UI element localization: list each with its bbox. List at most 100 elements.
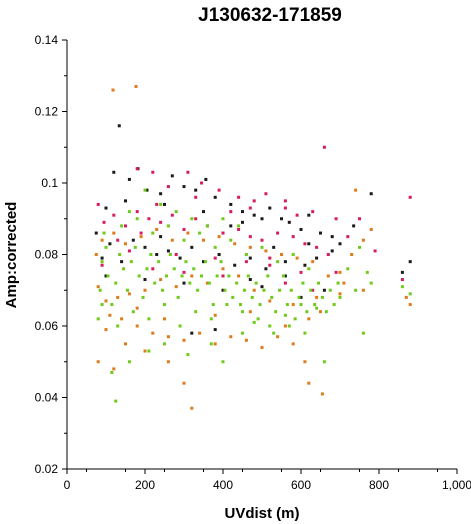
data-point bbox=[168, 253, 172, 256]
data-point bbox=[229, 202, 233, 206]
data-point bbox=[143, 349, 147, 353]
data-point bbox=[244, 253, 248, 256]
data-point bbox=[198, 231, 202, 235]
chart-title: J130632-171859 bbox=[198, 5, 342, 26]
data-point bbox=[361, 288, 365, 292]
data-point bbox=[289, 288, 293, 292]
data-point bbox=[283, 324, 287, 328]
data-point bbox=[334, 217, 338, 221]
data-point bbox=[131, 310, 135, 314]
data-point bbox=[100, 238, 104, 242]
data-point bbox=[108, 313, 112, 317]
data-point bbox=[264, 249, 268, 253]
data-point bbox=[114, 281, 118, 285]
data-point bbox=[221, 217, 225, 221]
data-point bbox=[317, 281, 321, 285]
data-point bbox=[166, 335, 170, 339]
data-point bbox=[145, 188, 149, 192]
data-point bbox=[237, 274, 241, 278]
data-point bbox=[153, 281, 157, 285]
data-point bbox=[96, 285, 100, 289]
data-point bbox=[120, 260, 124, 264]
data-point bbox=[322, 360, 326, 364]
data-point bbox=[202, 238, 205, 242]
data-point bbox=[307, 317, 311, 321]
data-point bbox=[147, 349, 151, 353]
x-axis-label: UVdist (m) bbox=[225, 505, 300, 522]
data-point bbox=[319, 231, 322, 235]
data-point bbox=[305, 310, 309, 314]
data-point bbox=[96, 317, 100, 321]
data-point bbox=[221, 274, 225, 278]
data-point bbox=[307, 381, 311, 385]
data-point bbox=[213, 342, 217, 346]
data-point bbox=[182, 338, 186, 342]
data-point bbox=[112, 170, 116, 174]
data-point bbox=[135, 167, 139, 171]
data-point bbox=[252, 288, 256, 292]
data-point bbox=[280, 217, 283, 221]
data-point bbox=[346, 235, 350, 239]
data-point bbox=[117, 124, 121, 128]
data-point bbox=[221, 288, 225, 292]
data-point bbox=[184, 260, 188, 264]
data-point bbox=[205, 224, 209, 228]
data-point bbox=[307, 267, 311, 271]
data-point bbox=[309, 288, 313, 292]
data-point bbox=[229, 238, 233, 242]
y-tick-label: 0.14 bbox=[35, 33, 59, 47]
data-point bbox=[223, 288, 227, 292]
data-point bbox=[295, 213, 299, 217]
data-point bbox=[303, 331, 307, 335]
data-point bbox=[283, 274, 287, 278]
data-point bbox=[124, 199, 127, 203]
data-point bbox=[233, 263, 237, 267]
data-point bbox=[137, 274, 141, 278]
data-point bbox=[104, 328, 108, 332]
data-point bbox=[106, 274, 110, 278]
data-point bbox=[217, 235, 221, 239]
data-point bbox=[127, 292, 131, 296]
data-point bbox=[127, 177, 131, 181]
data-point bbox=[227, 274, 231, 278]
data-point bbox=[369, 227, 373, 231]
x-tick-label: 400 bbox=[213, 478, 233, 492]
data-point bbox=[202, 210, 205, 214]
data-point bbox=[209, 342, 213, 346]
data-point bbox=[100, 256, 104, 260]
y-tick-label: 0.04 bbox=[35, 391, 59, 405]
data-point bbox=[182, 185, 186, 189]
data-point bbox=[143, 278, 147, 282]
data-point bbox=[311, 260, 315, 264]
data-point bbox=[287, 220, 291, 224]
x-tick-label: 1,000 bbox=[442, 478, 471, 492]
data-point bbox=[404, 295, 408, 299]
data-point bbox=[104, 245, 108, 249]
data-point bbox=[104, 299, 108, 303]
data-point bbox=[215, 274, 219, 278]
data-point bbox=[241, 210, 244, 214]
data-point bbox=[159, 202, 163, 206]
data-point bbox=[246, 274, 250, 278]
data-point bbox=[172, 267, 176, 271]
x-axis-ticks: 0 200 400 600 800 1,000 bbox=[64, 469, 471, 492]
data-point bbox=[301, 281, 305, 285]
data-point bbox=[94, 231, 98, 235]
data-point bbox=[241, 220, 244, 224]
data-point bbox=[186, 353, 190, 357]
data-point bbox=[155, 202, 159, 206]
data-point bbox=[159, 220, 163, 224]
data-point bbox=[98, 288, 102, 292]
data-point bbox=[408, 303, 412, 307]
data-point bbox=[161, 288, 165, 292]
data-point bbox=[241, 310, 244, 314]
data-point bbox=[400, 270, 404, 274]
data-point bbox=[200, 274, 204, 278]
data-points bbox=[94, 84, 412, 410]
data-point bbox=[285, 303, 289, 307]
data-point bbox=[166, 185, 170, 189]
data-point bbox=[178, 324, 182, 328]
data-point bbox=[96, 202, 100, 206]
data-point bbox=[159, 235, 163, 239]
data-point bbox=[254, 281, 258, 285]
